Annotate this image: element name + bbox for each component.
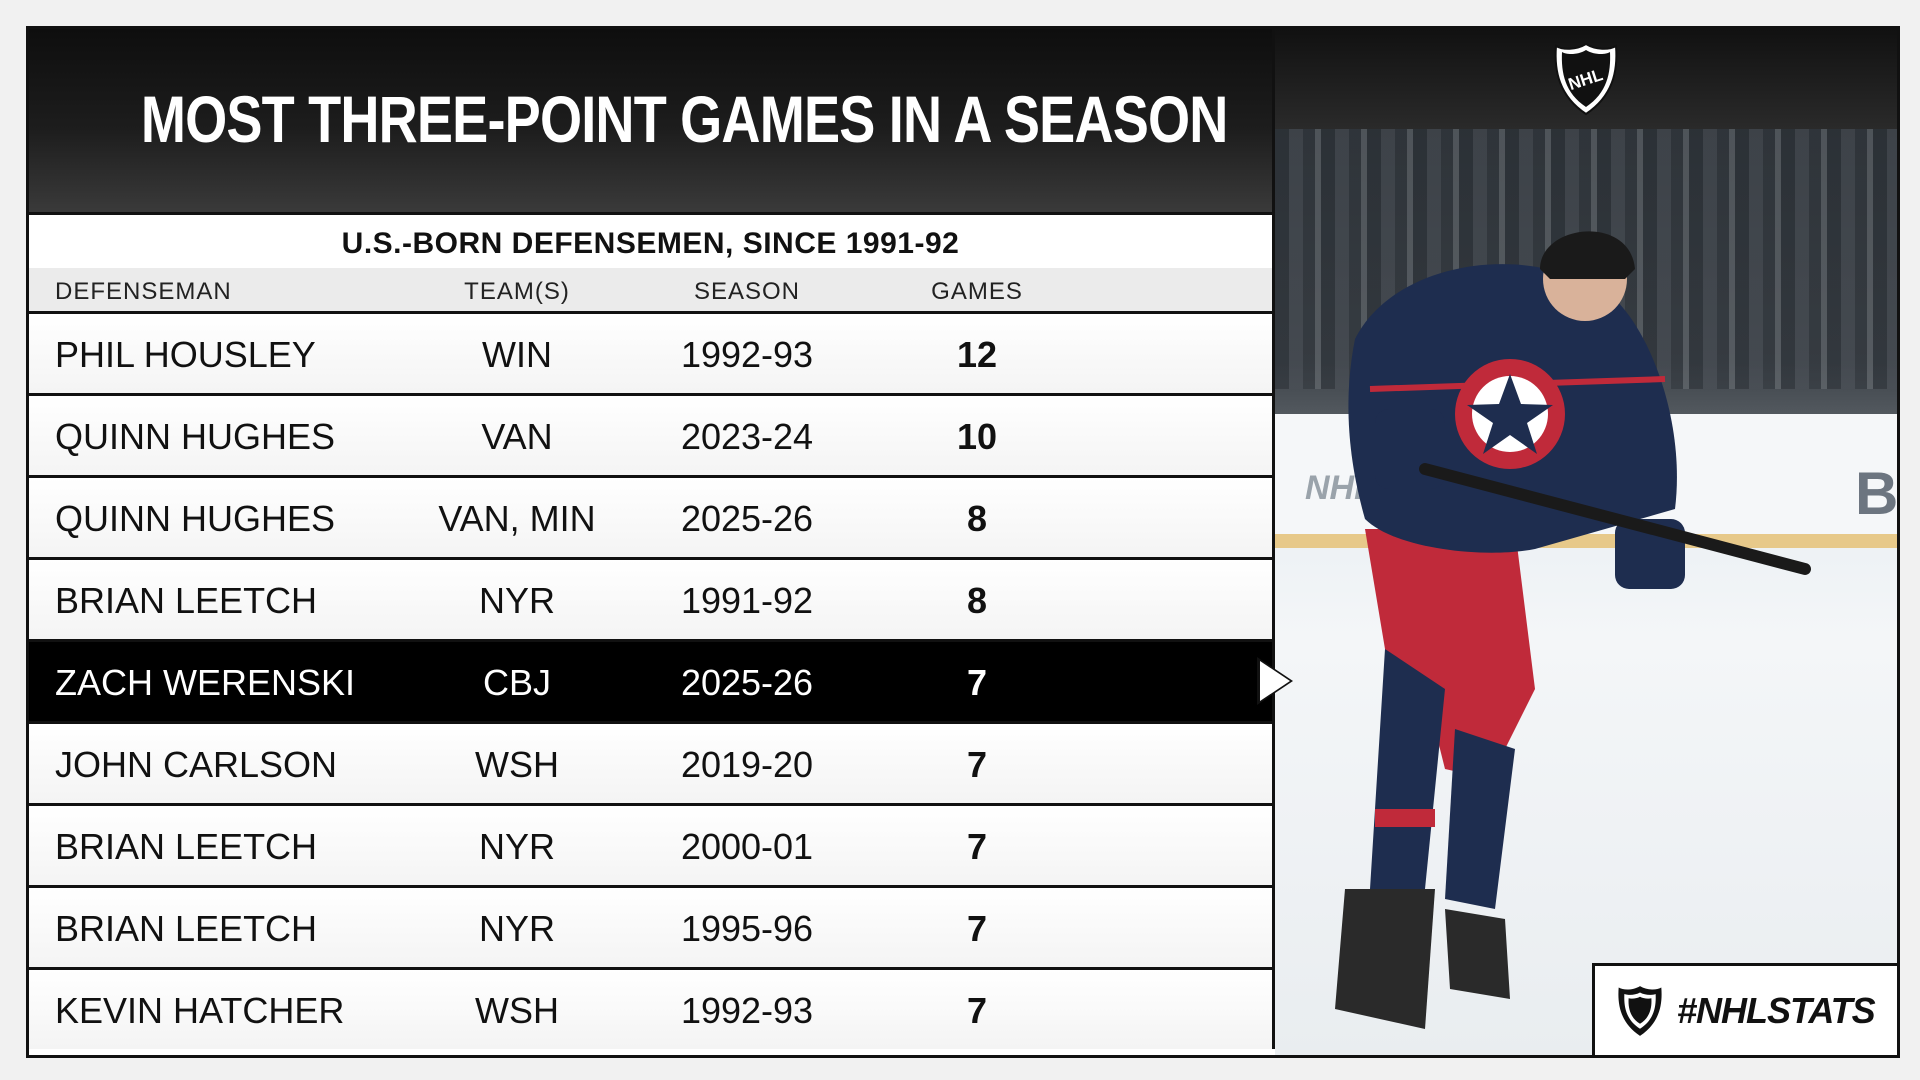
team-cell: WSH: [475, 744, 559, 785]
player-name: JOHN CARLSON: [55, 744, 338, 785]
games-cell: 8: [966, 498, 988, 539]
column-header-player: DEFENSEMAN: [55, 278, 232, 305]
games-cell: 7: [966, 826, 988, 867]
nhl-shield-small-icon: [1618, 986, 1662, 1036]
team-cell: CBJ: [482, 662, 551, 703]
table-row: BRIAN LEETCH NYR 1995-96 7: [29, 888, 1275, 970]
table-row: KEVIN HATCHER WSH 1992-93 7: [29, 970, 1275, 1049]
season-cell: 2019-20: [680, 744, 814, 785]
hashtag: #NHLSTATS: [1677, 990, 1876, 1031]
player-name: KEVIN HATCHER: [55, 990, 345, 1031]
table-row: JOHN CARLSON WSH 2019-20 7: [29, 724, 1275, 806]
table-row: BRIAN LEETCH NYR 2000-01 7: [29, 806, 1275, 888]
season-cell: 1991-92: [680, 580, 814, 621]
table-row: QUINN HUGHES VAN, MIN 2025-26 8: [29, 478, 1275, 560]
column-header-games: GAMES: [931, 278, 1023, 305]
table-row: QUINN HUGHES VAN 2023-24 10: [29, 396, 1275, 478]
season-cell: 2023-24: [680, 416, 814, 457]
table-row: PHIL HOUSLEY WIN 1992-93 12: [29, 314, 1275, 396]
season-cell: 1992-93: [680, 990, 814, 1031]
team-cell: VAN, MIN: [438, 498, 596, 539]
season-cell: 2025-26: [680, 498, 814, 539]
games-cell: 7: [966, 990, 988, 1031]
season-cell: 1992-93: [680, 334, 814, 375]
nhl-shield-icon: NHL: [1554, 42, 1618, 116]
player-name: BRIAN LEETCH: [55, 908, 318, 949]
team-cell: NYR: [478, 908, 555, 949]
logo-bar: NHL: [1275, 29, 1897, 129]
page-title: MOST THREE-POINT GAMES IN A SEASON: [140, 82, 1228, 156]
subtitle: U.S.-BORN DEFENSEMEN, SINCE 1991-92: [341, 227, 960, 260]
player-name: QUINN HUGHES: [55, 416, 336, 457]
column-header-season: SEASON: [693, 278, 801, 305]
player-name: BRIAN LEETCH: [55, 826, 318, 867]
team-cell: WSH: [475, 990, 559, 1031]
skater-icon: [1335, 231, 1811, 1029]
board-text-2: B: [1855, 460, 1897, 527]
games-cell: 7: [966, 662, 988, 703]
table-row-highlighted: ZACH WERENSKI CBJ 2025-26 7: [29, 642, 1275, 724]
team-cell: NYR: [478, 826, 555, 867]
games-cell: 12: [956, 334, 998, 375]
column-header-team: TEAM(S): [464, 278, 570, 305]
player-name: ZACH WERENSKI: [55, 662, 356, 703]
graphic-frame: MOST THREE-POINT GAMES IN A SEASON U.S.-…: [26, 26, 1900, 1058]
highlight-arrow-icon: [1260, 661, 1290, 701]
player-name: BRIAN LEETCH: [55, 580, 318, 621]
season-cell: 2025-26: [680, 662, 814, 703]
games-cell: 8: [966, 580, 988, 621]
hockey-player-photo: NHL B: [1275, 129, 1897, 1055]
header: MOST THREE-POINT GAMES IN A SEASON: [29, 29, 1275, 212]
column-header-row: DEFENSEMAN TEAM(S) SEASON GAMES: [29, 268, 1275, 314]
team-cell: NYR: [478, 580, 555, 621]
table-row: BRIAN LEETCH NYR 1991-92 8: [29, 560, 1275, 642]
team-cell: VAN: [481, 416, 553, 457]
season-cell: 2000-01: [680, 826, 814, 867]
player-name: PHIL HOUSLEY: [55, 334, 316, 375]
games-cell: 7: [966, 744, 988, 785]
season-cell: 1995-96: [680, 908, 814, 949]
subtitle-bar: U.S.-BORN DEFENSEMEN, SINCE 1991-92: [29, 212, 1275, 271]
team-cell: WIN: [482, 334, 552, 375]
games-cell: 10: [956, 416, 998, 457]
player-name: QUINN HUGHES: [55, 498, 336, 539]
nhl-stats-badge: #NHLSTATS: [1592, 963, 1897, 1055]
table-body: PHIL HOUSLEY WIN 1992-93 12 QUINN HUGHES VAN 2…: [29, 314, 1275, 1049]
games-cell: 7: [966, 908, 988, 949]
